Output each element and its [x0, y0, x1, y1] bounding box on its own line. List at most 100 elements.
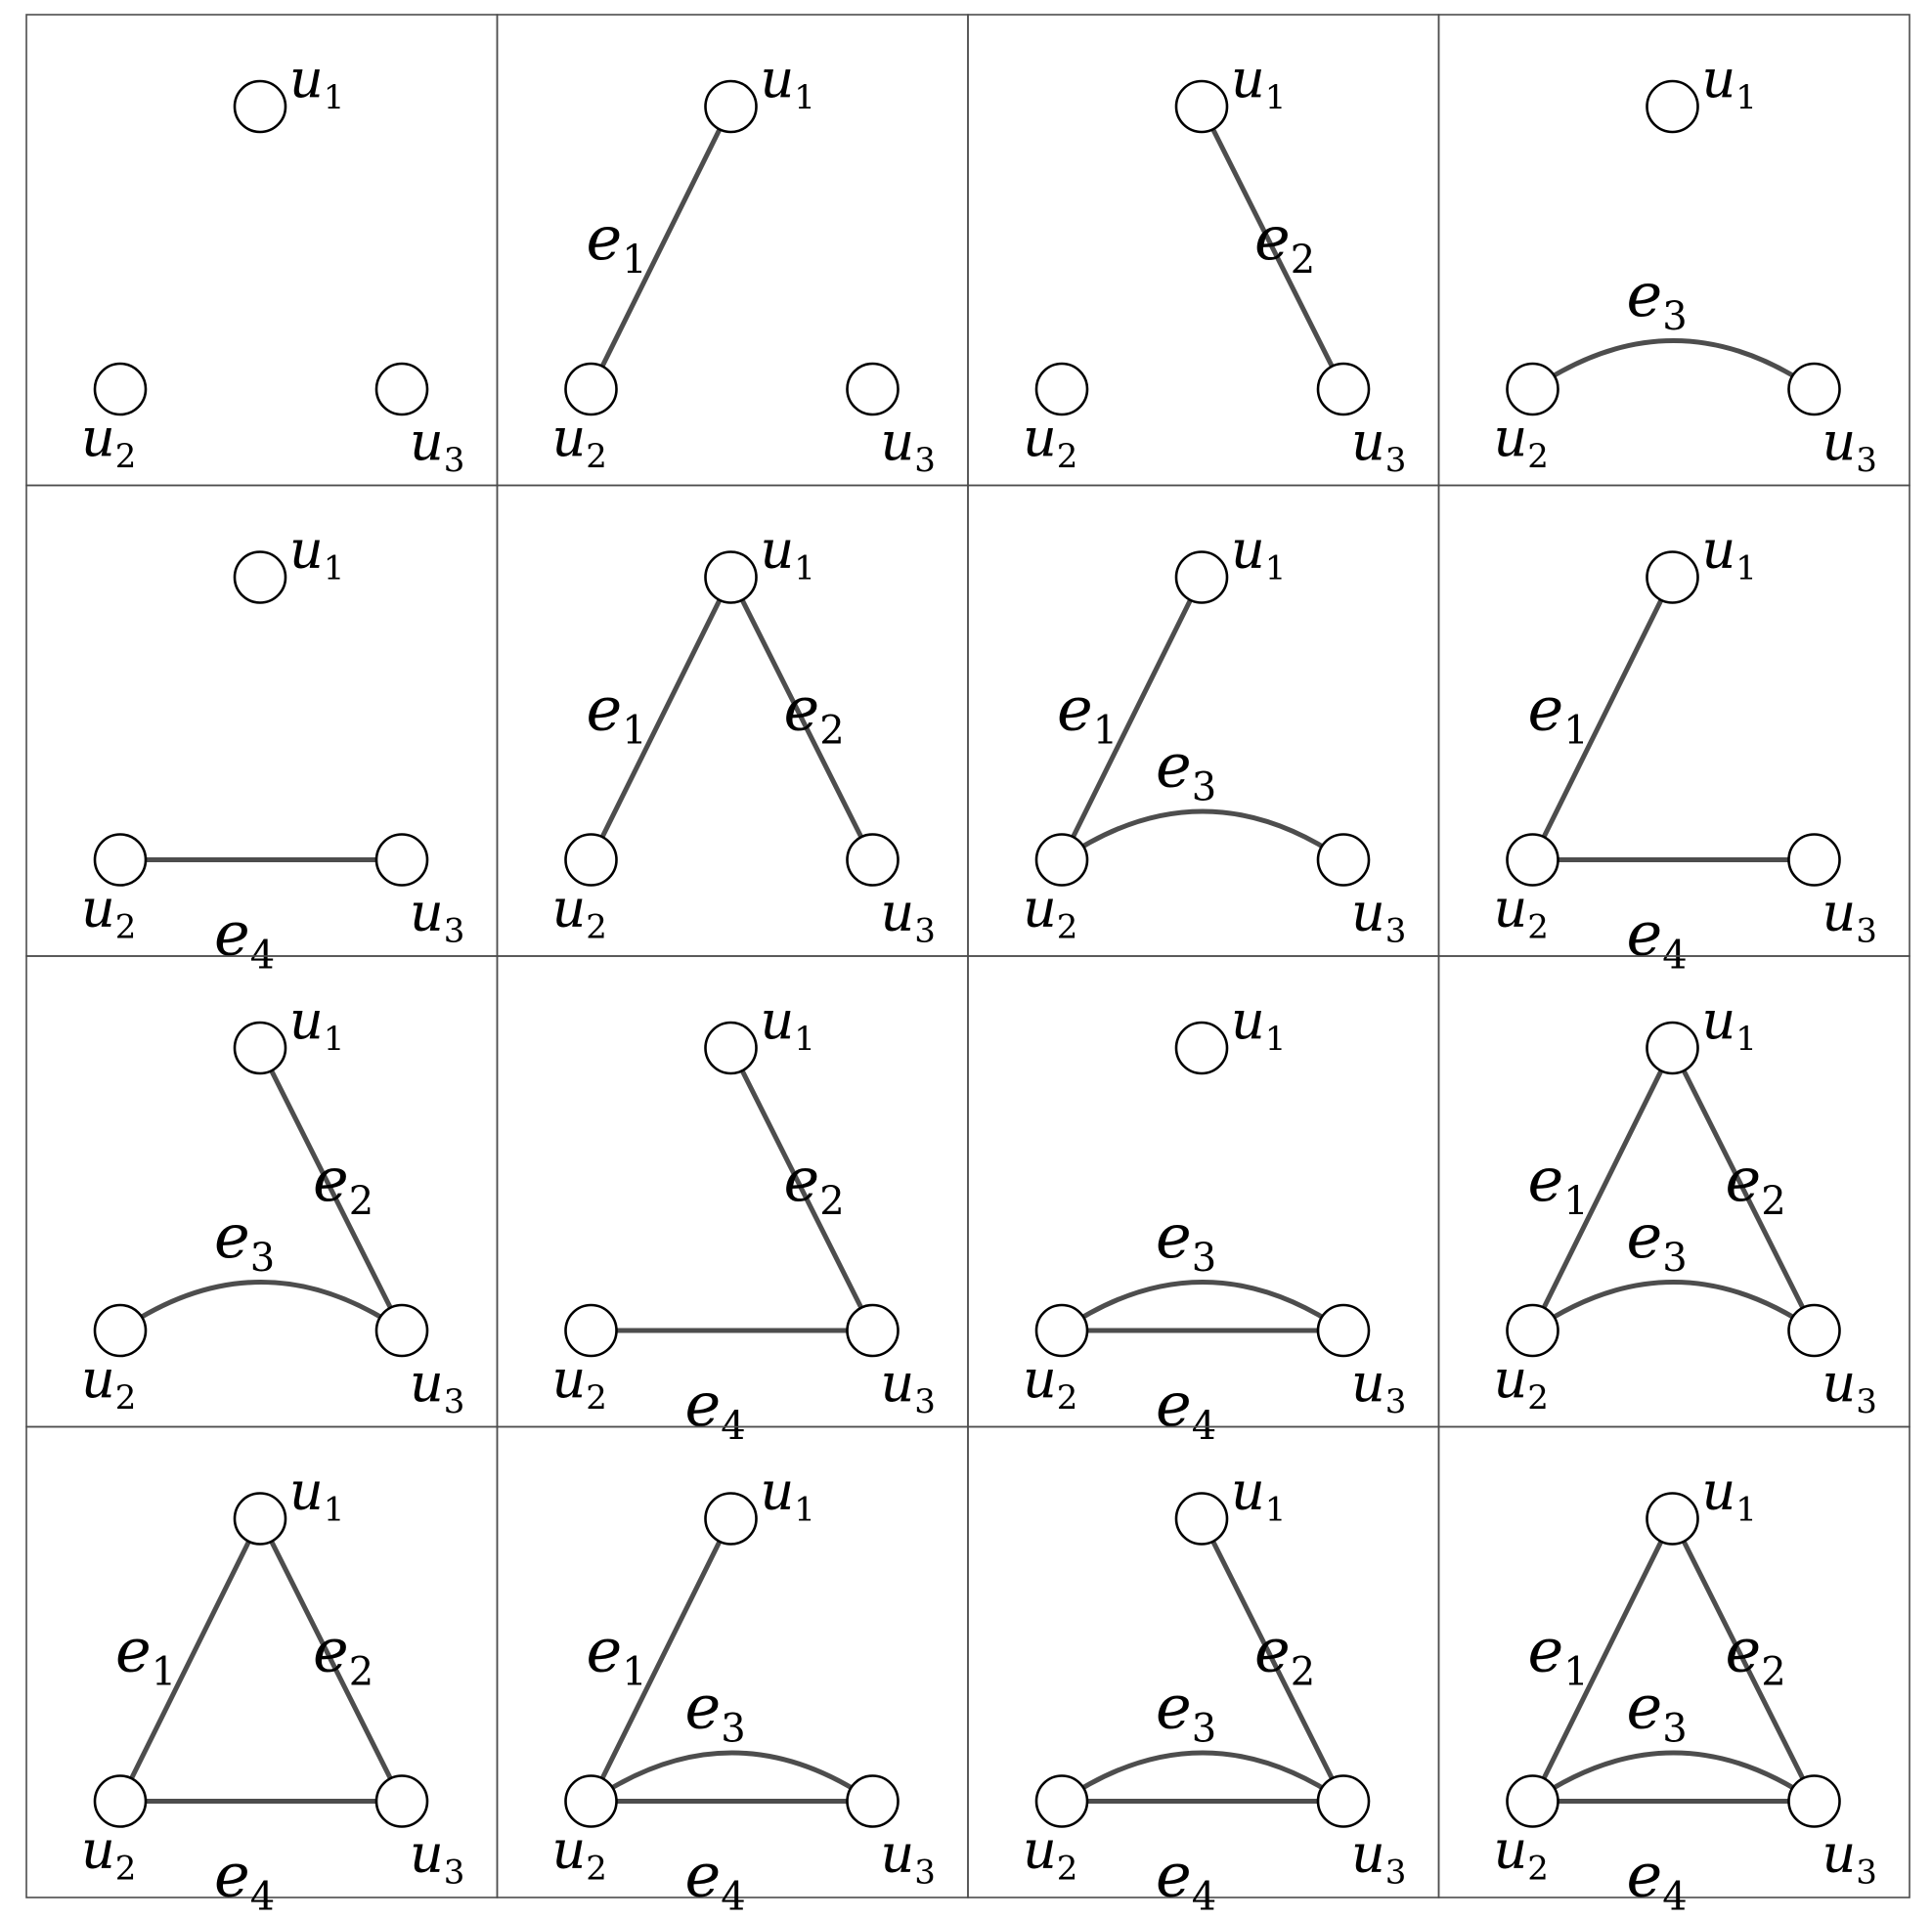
- edge-e1: [1530, 1516, 1675, 1804]
- edge-e3: [589, 1750, 875, 1804]
- node-label-u3: u3: [410, 882, 464, 951]
- edge-label-e3: e3: [1627, 1672, 1688, 1752]
- node-u1: [1646, 1492, 1699, 1546]
- edge-label-e3: e3: [685, 1672, 746, 1752]
- node-label-u3: u3: [1351, 411, 1406, 480]
- node-label-u1: u1: [1231, 519, 1286, 589]
- edge-e1: [589, 1516, 733, 1804]
- edge-label-e2: e2: [313, 1144, 373, 1224]
- node-label-u1: u1: [289, 989, 344, 1059]
- node-label-u3: u3: [1351, 882, 1406, 951]
- node-u1: [1174, 550, 1229, 604]
- edge-e2: [257, 1045, 405, 1333]
- edge-e3: [117, 1280, 405, 1333]
- panel-12: e1 e2 e3 u1 u2 u3: [1437, 955, 1910, 1428]
- panel-1: u1 u2 u3: [25, 14, 499, 487]
- node-u3: [1787, 833, 1841, 887]
- node-u2: [93, 1303, 148, 1358]
- node-label-u3: u3: [410, 1352, 464, 1421]
- node-label-u1: u1: [1702, 1461, 1757, 1530]
- edge-label-e3: e3: [1156, 1200, 1216, 1281]
- node-label-u2: u2: [552, 878, 607, 947]
- edge-label-e1: e1: [1057, 674, 1118, 754]
- node-u1: [1174, 1021, 1229, 1075]
- edge-label-e4: e4: [1627, 898, 1688, 979]
- node-label-u1: u1: [1231, 48, 1286, 117]
- node-label-u3: u3: [410, 1823, 464, 1893]
- node-label-u1: u1: [1231, 1461, 1286, 1530]
- node-label-u2: u2: [1023, 1819, 1077, 1889]
- node-label-u2: u2: [552, 407, 607, 476]
- edge-e2: [1670, 1516, 1817, 1804]
- node-label-u3: u3: [1822, 1352, 1877, 1421]
- edge-label-e2: e2: [1254, 1615, 1315, 1695]
- node-u3: [1316, 1303, 1371, 1358]
- edge-label-e1: e1: [1528, 674, 1589, 754]
- node-u1: [1646, 1021, 1699, 1075]
- node-label-u1: u1: [1702, 48, 1757, 117]
- node-label-u3: u3: [1822, 1823, 1877, 1893]
- edge-label-e2: e2: [313, 1615, 373, 1695]
- panel-11: e3 e4 u1 u2 u3: [967, 955, 1440, 1449]
- node-label-u3: u3: [881, 411, 936, 480]
- edge-e1: [117, 1516, 263, 1804]
- edge-e2: [1199, 1516, 1346, 1804]
- panel-9: e2 e3 u1 u2 u3: [25, 955, 499, 1428]
- node-u2: [93, 833, 148, 887]
- node-u2: [1034, 1774, 1089, 1828]
- node-u2: [1034, 833, 1089, 887]
- panel-border: [1437, 1425, 1910, 1898]
- node-label-u2: u2: [1023, 878, 1077, 947]
- node-u2: [1506, 1303, 1559, 1358]
- node-label-u1: u1: [761, 48, 815, 117]
- edge-e3: [1530, 1750, 1817, 1804]
- edge-e3: [1530, 338, 1817, 392]
- node-u1: [1174, 79, 1229, 134]
- node-u2: [93, 1774, 148, 1828]
- panel-2: e1 u1 u2 u3: [496, 14, 969, 487]
- node-label-u1: u1: [761, 519, 815, 589]
- node-u2: [564, 362, 618, 416]
- node-u1: [704, 550, 758, 604]
- node-label-u3: u3: [881, 882, 936, 951]
- edge-label-e4: e4: [1627, 1840, 1688, 1919]
- node-label-u3: u3: [410, 411, 464, 480]
- node-u1: [1646, 79, 1699, 134]
- node-label-u2: u2: [1494, 1819, 1549, 1889]
- node-label-u2: u2: [552, 1819, 607, 1889]
- node-label-u3: u3: [1822, 882, 1877, 951]
- node-u1: [1646, 550, 1699, 604]
- node-u2: [564, 1774, 618, 1828]
- node-u1: [1174, 1492, 1229, 1546]
- edge-label-e4: e4: [214, 898, 275, 979]
- panel-8: e1 e4 u1 u2 u3: [1437, 484, 1910, 979]
- node-label-u3: u3: [1822, 411, 1877, 480]
- edge-label-e4: e4: [1156, 1369, 1216, 1449]
- node-label-u2: u2: [1494, 878, 1549, 947]
- node-u1: [233, 79, 287, 134]
- node-u3: [374, 362, 429, 416]
- edge-e1: [589, 575, 733, 862]
- panel-16: e1 e2 e3 e4 u1 u2 u3: [1437, 1425, 1910, 1919]
- edge-e2: [1670, 1045, 1817, 1333]
- edge-e2: [257, 1516, 405, 1804]
- node-u3: [374, 1774, 429, 1828]
- edge-label-e2: e2: [784, 674, 845, 754]
- node-u3: [374, 833, 429, 887]
- edge-e2: [728, 575, 875, 862]
- node-u3: [846, 1303, 900, 1358]
- node-label-u2: u2: [81, 1348, 136, 1417]
- node-u1: [704, 1021, 758, 1075]
- node-u3: [1316, 362, 1371, 416]
- node-label-u2: u2: [1023, 1348, 1077, 1417]
- node-label-u1: u1: [761, 1461, 815, 1530]
- edge-label-e1: e1: [1528, 1144, 1589, 1224]
- node-label-u1: u1: [289, 1461, 344, 1530]
- edge-label-e2: e2: [784, 1144, 845, 1224]
- node-label-u2: u2: [552, 1348, 607, 1417]
- panel-4: e3 u1 u2 u3: [1437, 14, 1910, 487]
- node-u2: [1034, 1303, 1089, 1358]
- node-u2: [1506, 1774, 1559, 1828]
- node-u3: [1787, 1303, 1841, 1358]
- edge-label-e4: e4: [1156, 1840, 1216, 1919]
